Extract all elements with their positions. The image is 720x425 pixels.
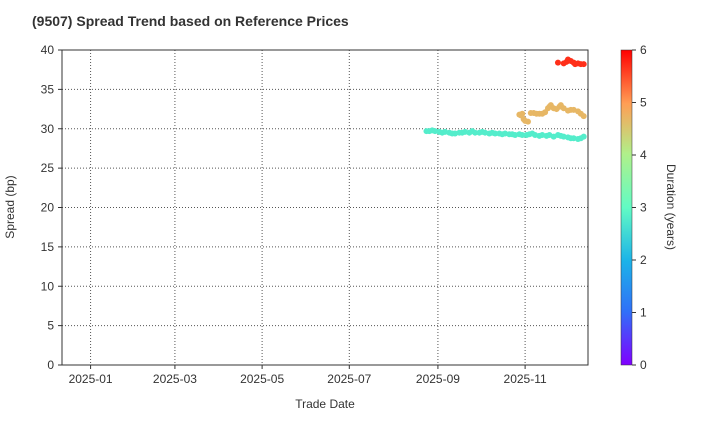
x-tick-label: 2025-05 <box>240 372 284 386</box>
colorbar-tick-label: 4 <box>640 148 647 162</box>
x-tick-label: 2025-07 <box>327 372 371 386</box>
y-tick-label: 0 <box>47 358 54 372</box>
data-point <box>524 118 531 125</box>
y-tick-label: 15 <box>41 240 55 254</box>
colorbar-tick-label: 3 <box>640 201 647 215</box>
data-point <box>519 110 526 117</box>
colorbar-tick-label: 2 <box>640 253 647 267</box>
colorbar-label: Duration (years) <box>664 164 678 250</box>
y-tick-label: 35 <box>41 82 55 96</box>
x-tick-label: 2025-11 <box>504 372 547 386</box>
colorbar-tick-label: 0 <box>640 358 647 372</box>
y-tick-label: 5 <box>47 319 54 333</box>
data-point <box>554 59 561 66</box>
y-tick-label: 40 <box>41 43 55 57</box>
colorbar-tick-label: 1 <box>640 306 647 320</box>
x-tick-label: 2025-03 <box>153 372 197 386</box>
data-point <box>519 132 526 139</box>
x-tick-label: 2025-09 <box>416 372 460 386</box>
chart-title: (9507) Spread Trend based on Reference P… <box>32 13 349 29</box>
colorbar-tick-label: 5 <box>640 96 647 110</box>
data-point <box>492 130 499 137</box>
x-tick-label: 2025-01 <box>69 372 113 386</box>
data-point <box>580 61 587 68</box>
colorbar <box>620 49 633 366</box>
data-point <box>580 113 587 120</box>
data-point <box>472 129 479 136</box>
y-axis-label: Spread (bp) <box>3 175 17 238</box>
data-point <box>580 133 587 140</box>
colorbar-tick-label: 6 <box>640 43 647 57</box>
y-tick-label: 25 <box>41 161 55 175</box>
y-tick-label: 30 <box>41 122 55 136</box>
y-tick-label: 10 <box>41 279 55 293</box>
y-tick-label: 20 <box>41 201 55 215</box>
x-axis-label: Trade Date <box>295 397 355 411</box>
